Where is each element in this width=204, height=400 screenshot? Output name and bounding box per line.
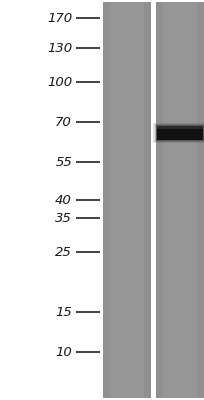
Text: 15: 15 bbox=[55, 306, 72, 318]
Bar bbox=[155, 124, 204, 142]
Text: 25: 25 bbox=[55, 246, 72, 258]
Bar bbox=[156, 125, 204, 141]
Bar bbox=[157, 126, 203, 129]
Bar bbox=[151, 2, 156, 398]
Text: 55: 55 bbox=[55, 156, 72, 168]
Text: 35: 35 bbox=[55, 212, 72, 224]
Text: 70: 70 bbox=[55, 116, 72, 128]
Bar bbox=[103, 2, 151, 398]
Bar bbox=[153, 123, 204, 143]
Text: 40: 40 bbox=[55, 194, 72, 206]
Text: 100: 100 bbox=[47, 76, 72, 88]
Text: 170: 170 bbox=[47, 12, 72, 24]
Bar bbox=[156, 2, 204, 398]
Bar bbox=[163, 2, 197, 398]
Bar bbox=[157, 126, 203, 140]
Text: 130: 130 bbox=[47, 42, 72, 54]
Bar bbox=[110, 2, 144, 398]
Text: 10: 10 bbox=[55, 346, 72, 358]
